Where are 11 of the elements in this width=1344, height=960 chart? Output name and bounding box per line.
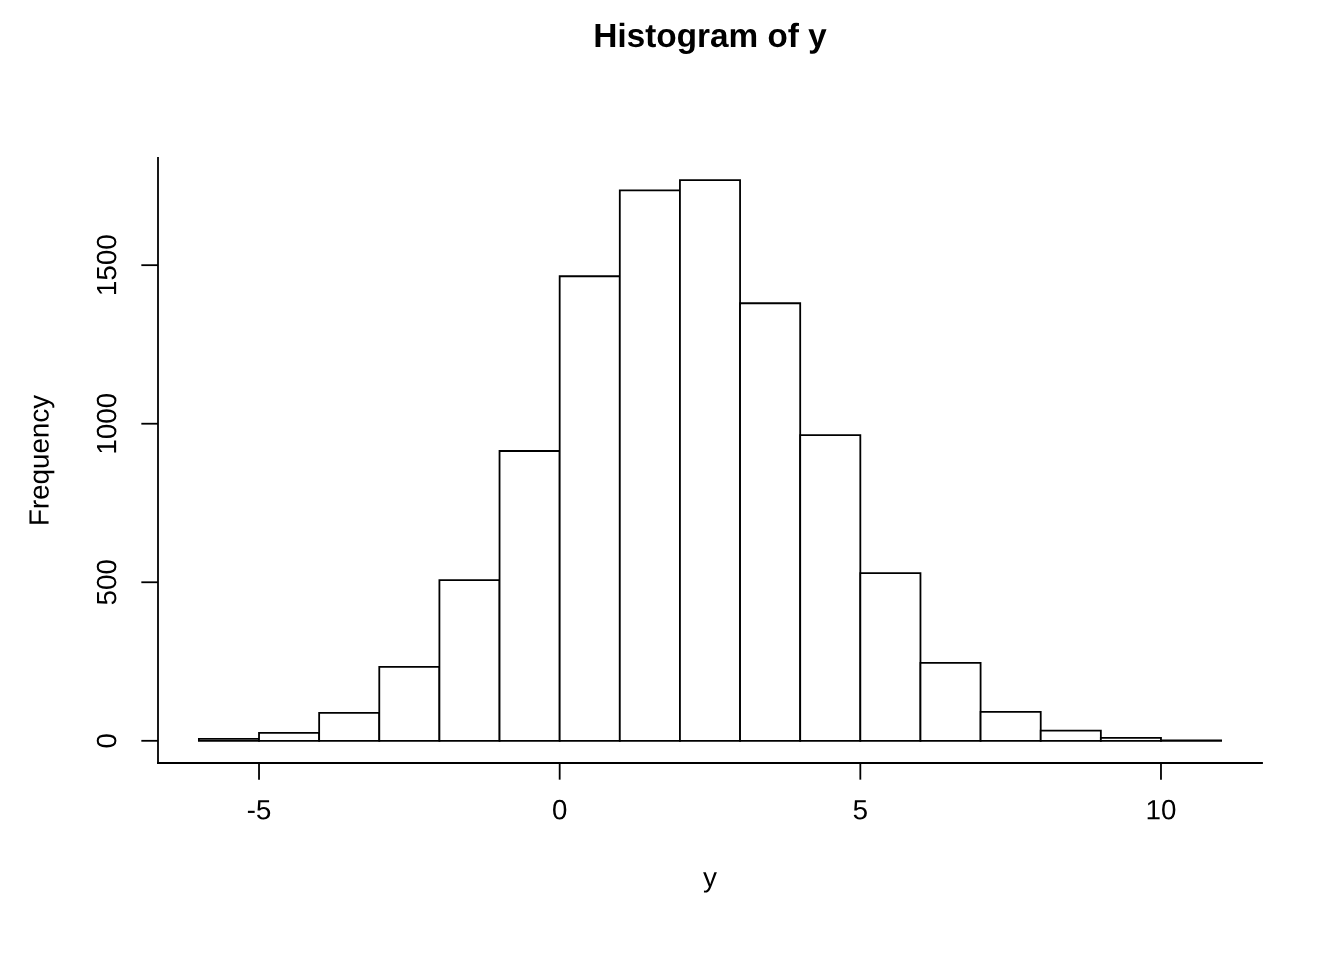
x-tick-label: 5 [853,800,867,820]
y-tick-label: 1500 [96,235,117,294]
y-axis-title: Frequency [29,394,55,524]
chart-title: Histogram of y [595,22,827,54]
y-tick-label: 1000 [96,393,117,453]
x-tick-label: 0 [553,799,567,820]
y-tick-label: 500 [96,560,117,605]
y-tick-label: 0 [96,734,117,748]
x-tick-label: -5 [247,800,271,820]
x-tick-label: 10 [1147,799,1176,820]
x-axis-title: y [703,872,717,893]
